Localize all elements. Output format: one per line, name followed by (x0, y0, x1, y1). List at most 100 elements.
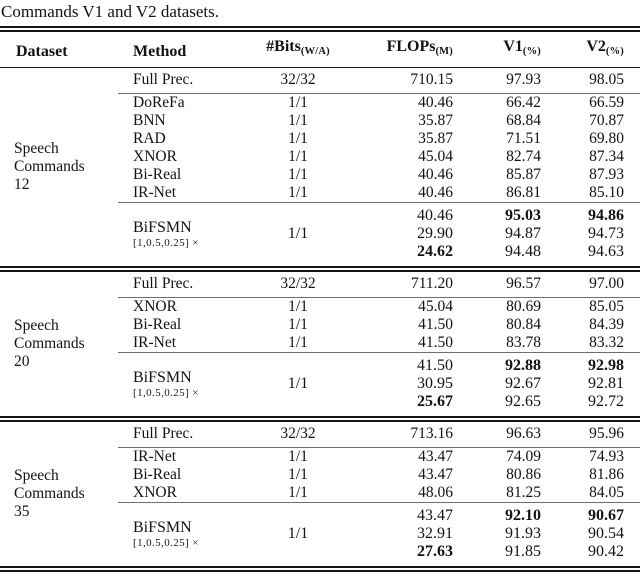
cell-method: RAD (133, 130, 166, 147)
cell-bits: 1/1 (288, 334, 308, 351)
cell-flops: 45.04 (418, 148, 453, 165)
cell-v2: 87.34 (589, 148, 624, 165)
cell-method-bifsmn: BiFSMN [1,0.5,0.25] × (118, 357, 258, 411)
flops-header-subscript: (M) (435, 46, 453, 57)
flops-value: 29.90 (417, 225, 453, 242)
cell-method: XNOR (133, 148, 177, 165)
bifsmn-group-row: BiFSMN [1,0.5,0.25] × 1/1 40.46 29.90 24… (118, 203, 640, 266)
cell-v2: 69.80 (589, 130, 624, 147)
dataset-line: Speech (14, 317, 59, 334)
cell-v1: 68.84 (506, 112, 541, 129)
cell-flops-stack: 41.50 30.95 25.67 (338, 357, 453, 411)
cell-v1: 82.74 (506, 148, 541, 165)
cell-bits: 1/1 (288, 316, 308, 333)
v1-value: 92.65 (505, 393, 541, 410)
cell-v1: 85.87 (506, 166, 541, 183)
cell-method: IR-Net (133, 448, 177, 465)
v2-value: 90.54 (588, 525, 624, 542)
cell-v2: 98.05 (589, 71, 624, 88)
table-row-full-prec: Full Prec. 32/32 711.20 96.57 97.00 (118, 272, 640, 297)
table-top-rule (0, 26, 640, 32)
cell-flops: 35.87 (418, 112, 453, 129)
cell-flops: 45.04 (418, 298, 453, 315)
cell-v1: 80.86 (506, 466, 541, 483)
cell-flops: 40.46 (418, 184, 453, 201)
bifsmn-name: BiFSMN (133, 518, 192, 536)
bifsmn-subscript: [1,0.5,0.25] × (133, 536, 199, 549)
v2-value: 90.42 (588, 543, 624, 560)
cell-method: Bi-Real (133, 466, 182, 483)
flops-value: 40.46 (417, 207, 453, 224)
cell-v1-stack: 95.03 94.87 94.48 (453, 207, 541, 261)
v1-header-subscript: (%) (522, 46, 541, 57)
v1-value: 95.03 (505, 207, 541, 224)
cell-v2: 74.93 (589, 448, 624, 465)
cell-v1-stack: 92.88 92.67 92.65 (453, 357, 541, 411)
cell-method-bifsmn: BiFSMN [1,0.5,0.25] × (118, 507, 258, 561)
cell-bits: 1/1 (288, 448, 308, 465)
bits-value: 1/1 (287, 225, 309, 242)
table-row: XNOR 1/1 48.06 81.25 84.05 (118, 484, 640, 502)
cell-v2: 84.39 (589, 316, 624, 333)
table-row: Bi-Real 1/1 43.47 80.86 81.86 (118, 466, 640, 484)
cell-v2-stack: 92.98 92.81 92.72 (541, 357, 640, 411)
header-bottom-rule (0, 67, 640, 68)
cell-bits: 32/32 (280, 425, 316, 442)
table-row: RAD 1/1 35.87 71.51 69.80 (118, 130, 640, 148)
cell-method-bifsmn: BiFSMN [1,0.5,0.25] × (118, 207, 258, 261)
cell-bits: 1/1 (288, 148, 308, 165)
cell-bits: 1/1 (288, 484, 308, 501)
cell-method: Bi-Real (133, 166, 182, 183)
cell-bits: 1/1 (288, 184, 308, 201)
cell-bits: 1/1 (288, 298, 308, 315)
cell-method: IR-Net (133, 184, 177, 201)
cell-v2-stack: 94.86 94.73 94.63 (541, 207, 640, 261)
dataset-line: Speech (14, 467, 59, 484)
cell-v2: 84.05 (589, 484, 624, 501)
v2-value: 92.98 (588, 357, 624, 374)
section-separator-rule (0, 416, 640, 422)
cell-flops: 48.06 (418, 484, 453, 501)
cell-method: Full Prec. (133, 71, 194, 88)
cell-v1: 81.25 (506, 484, 541, 501)
table-row-full-prec: Full Prec. 32/32 710.15 97.93 98.05 (118, 68, 640, 93)
v2-value: 92.72 (588, 393, 624, 410)
cell-v2: 97.00 (589, 275, 624, 292)
dataset-label: Speech Commands 12 (0, 68, 118, 266)
cell-bits: 32/32 (280, 71, 316, 88)
cell-bits: 1/1 (258, 207, 338, 261)
v1-value: 92.67 (505, 375, 541, 392)
cell-flops: 713.16 (410, 425, 453, 442)
cell-v2: 81.86 (589, 466, 624, 483)
v1-value: 91.85 (505, 543, 541, 560)
column-header-method: Method (133, 43, 187, 60)
cell-flops: 35.87 (418, 130, 453, 147)
dataset-line: Commands (14, 335, 85, 352)
v1-value: 94.87 (505, 225, 541, 242)
cell-v1: 96.63 (506, 425, 541, 442)
v2-value: 94.63 (588, 243, 624, 260)
cell-method: BNN (133, 112, 166, 129)
bits-value: 1/1 (287, 375, 309, 392)
table-row: IR-Net 1/1 43.47 74.09 74.93 (118, 448, 640, 466)
cell-method: DoReFa (133, 94, 185, 111)
v1-value: 92.88 (505, 357, 541, 374)
section-separator-rule (0, 266, 640, 272)
cell-method: Bi-Real (133, 316, 182, 333)
flops-value: 24.62 (417, 243, 453, 260)
section-speech-commands-20: Speech Commands 20 Full Prec. 32/32 711.… (0, 272, 640, 416)
bifsmn-name: BiFSMN (133, 218, 192, 236)
column-header-v2: V2(%) (541, 38, 640, 60)
table-row: XNOR 1/1 45.04 82.74 87.34 (118, 148, 640, 166)
column-header-v1: V1(%) (453, 38, 541, 60)
bits-header-subscript: (W/A) (300, 46, 330, 57)
cell-v2: 83.32 (589, 334, 624, 351)
table-row: Bi-Real 1/1 40.46 85.87 87.93 (118, 166, 640, 184)
bits-value: 1/1 (287, 525, 309, 542)
cell-v1: 80.69 (506, 298, 541, 315)
v2-value: 92.81 (588, 375, 624, 392)
cell-bits: 1/1 (288, 112, 308, 129)
mid-rule (118, 502, 640, 503)
header-row: Dataset Method #Bits(W/A) FLOPs(M) V1(%)… (0, 32, 640, 67)
dataset-label: Speech Commands 35 (0, 422, 118, 566)
